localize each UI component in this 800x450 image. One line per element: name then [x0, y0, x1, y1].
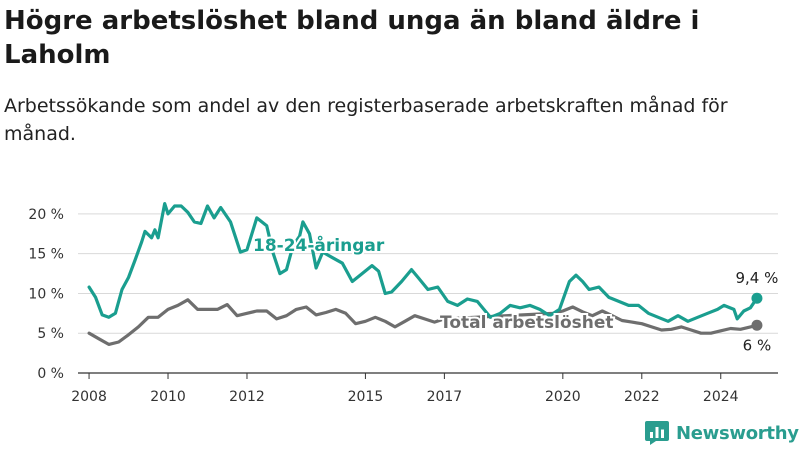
chart-title: Högre arbetslöshet bland unga än bland ä…	[4, 6, 700, 70]
newsworthy-bar-chart-icon	[645, 421, 669, 445]
end-label-total: 6 %	[743, 336, 772, 354]
x-tick-label: 2010	[150, 389, 186, 405]
newsworthy-logo-text: Newsworthy	[676, 422, 799, 444]
x-tick-label: 2012	[229, 389, 265, 405]
y-tick-label: 0 %	[37, 366, 64, 382]
chart-subtitle: Arbetssökande som andel av den registerb…	[4, 95, 728, 145]
end-label-youth: 9,4 %	[735, 269, 778, 287]
y-tick-label: 20 %	[28, 207, 64, 223]
endpoint-total	[751, 319, 763, 331]
endpoint-youth	[751, 292, 763, 304]
y-tick-label: 5 %	[37, 326, 64, 342]
x-tick-label: 2015	[348, 389, 384, 405]
x-tick-label: 2008	[71, 389, 107, 405]
y-tick-label: 10 %	[28, 286, 64, 302]
series-label-youth: 18-24-åringar	[253, 234, 385, 256]
x-tick-label: 2024	[703, 389, 739, 405]
y-tick-label: 15 %	[28, 247, 64, 263]
series-line-youth	[87, 202, 759, 323]
newsworthy-logo[interactable]: Newsworthy	[644, 420, 799, 446]
series-label-total: Total arbetslöshet	[440, 313, 614, 333]
series-line-total	[87, 298, 759, 346]
x-tick-label: 2017	[427, 389, 463, 405]
x-tick-label: 2020	[545, 389, 581, 405]
x-tick-label: 2022	[624, 389, 660, 405]
